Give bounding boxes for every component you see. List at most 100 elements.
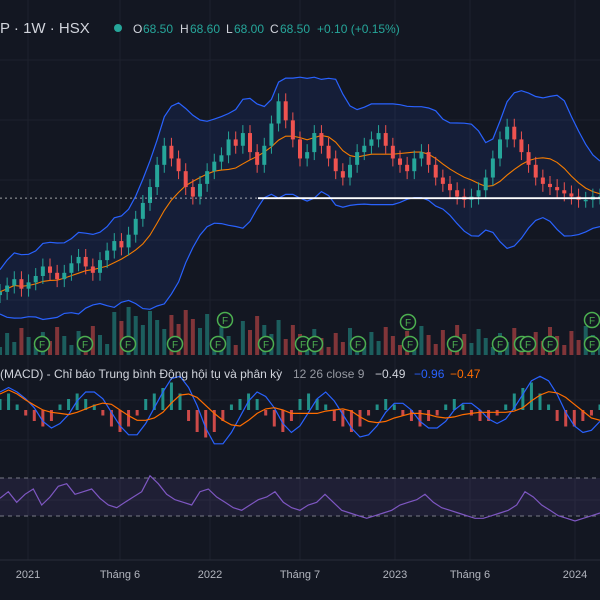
- volume-bar: [55, 327, 60, 355]
- macd-hist-bar: [58, 404, 62, 410]
- candle-body: [176, 158, 181, 172]
- candle-body: [133, 218, 138, 235]
- event-marker-circle: [401, 335, 419, 353]
- event-marker-label: F: [407, 340, 413, 351]
- macd-hist-bar: [452, 399, 456, 410]
- volume-bar: [433, 344, 438, 355]
- macd-hist-bar: [109, 410, 113, 427]
- candle-body: [255, 152, 260, 165]
- event-marker-label: F: [39, 340, 45, 351]
- macd-hist-bar: [384, 399, 388, 410]
- volume-bar: [576, 340, 581, 355]
- macd-hist-bar: [512, 393, 516, 410]
- event-marker-label: F: [172, 340, 178, 351]
- event-marker-label: F: [312, 340, 318, 351]
- candle-body: [19, 279, 24, 289]
- candle-body: [76, 256, 81, 264]
- macd-hist-bar: [598, 404, 600, 410]
- volume-bar: [190, 319, 195, 355]
- symbol-label[interactable]: P · 1W · HSX: [0, 20, 90, 37]
- event-marker-label: F: [452, 340, 458, 351]
- macd-value-hist: −0.49: [375, 367, 406, 381]
- macd-value-signal: −0.47: [450, 367, 481, 381]
- macd-title: (MACD) - Chỉ báo Trung bình Động hội tụ …: [0, 367, 282, 381]
- candle-body: [448, 183, 452, 191]
- candle-body: [205, 171, 210, 184]
- macd-hist-bar: [212, 410, 216, 432]
- candle-body: [383, 133, 388, 146]
- macd-hist-bar: [272, 410, 276, 427]
- event-marker-circle: [446, 335, 464, 353]
- event-marker-circle: [209, 335, 227, 353]
- volume-bar: [140, 325, 145, 355]
- macd-params: 12 26 close 9: [293, 367, 365, 381]
- candle-body: [219, 155, 224, 162]
- macd-hist-bar: [229, 404, 233, 410]
- candle-body: [240, 133, 245, 146]
- candle-body: [12, 279, 17, 286]
- candle-body: [148, 187, 152, 203]
- candle-body: [162, 145, 167, 165]
- candle-body: [519, 139, 524, 153]
- volume-bar: [469, 343, 474, 355]
- volume-bar: [348, 328, 352, 355]
- candle-body: [355, 152, 360, 165]
- event-marker-label: F: [589, 340, 595, 351]
- macd-hist-bar: [187, 410, 191, 421]
- volume-bar: [162, 329, 167, 355]
- macd-hist-bar: [289, 410, 293, 421]
- event-marker-circle: [519, 335, 537, 353]
- macd-hist-bar: [221, 410, 225, 421]
- symbol-legend[interactable]: P · 1W · HSX O 68.50 H 68.60 L 68.00 C 6…: [0, 20, 400, 37]
- macd-line: [0, 375, 600, 445]
- event-marker-label: F: [405, 318, 411, 329]
- candle-body: [198, 183, 202, 197]
- time-axis: 2021 Tháng 6 2022 Tháng 7 2023 Tháng 6 2024: [0, 559, 600, 581]
- candle-body: [440, 177, 445, 184]
- event-marker-label: F: [525, 340, 531, 351]
- signal-line: [0, 389, 600, 427]
- candle-body: [548, 183, 552, 188]
- candle-body: [119, 241, 124, 248]
- rsi-pane: [0, 474, 600, 522]
- macd-hist-bar: [409, 410, 413, 421]
- volume-bar: [490, 347, 495, 355]
- volume-bar: [326, 347, 331, 355]
- volume-bar: [290, 325, 295, 355]
- candle-body: [0, 291, 2, 296]
- macd-hist-bar: [84, 399, 88, 410]
- volume-bar: [248, 330, 252, 355]
- macd-hist-bar: [367, 410, 371, 416]
- volume-bar: [462, 334, 467, 355]
- macd-hist-bar: [15, 404, 19, 410]
- price-change: +0.10 (+0.15%): [317, 22, 400, 36]
- candle-body: [233, 139, 238, 146]
- candle-body: [283, 101, 288, 121]
- candle-body: [155, 164, 160, 188]
- macd-hist-bar: [564, 410, 568, 427]
- macd-legend[interactable]: (MACD) - Chỉ báo Trung bình Động hội tụ …: [0, 367, 481, 381]
- macd-hist-bar: [538, 393, 542, 410]
- event-marker-label: F: [355, 340, 361, 351]
- volume-bar: [90, 326, 95, 355]
- macd-hist-bar: [435, 410, 439, 416]
- macd-hist-bar: [255, 399, 259, 410]
- macd-hist-bar: [349, 410, 353, 432]
- candle-body: [405, 164, 410, 172]
- macd-hist-bar: [547, 404, 551, 410]
- macd-hist-bar: [427, 410, 431, 421]
- volume-bar: [233, 345, 238, 355]
- macd-hist-bar: [392, 404, 396, 410]
- macd-hist-bar: [307, 393, 311, 410]
- macd-hist-bar: [92, 404, 96, 410]
- volume-bar: [598, 344, 600, 355]
- candle-body: [455, 190, 460, 197]
- event-marker-circle: [399, 313, 417, 331]
- macd-hist-bar: [67, 399, 71, 410]
- event-marker-circle: [306, 335, 324, 353]
- volume-bar: [440, 330, 445, 355]
- candle-body: [569, 193, 574, 197]
- candle-body: [55, 272, 60, 280]
